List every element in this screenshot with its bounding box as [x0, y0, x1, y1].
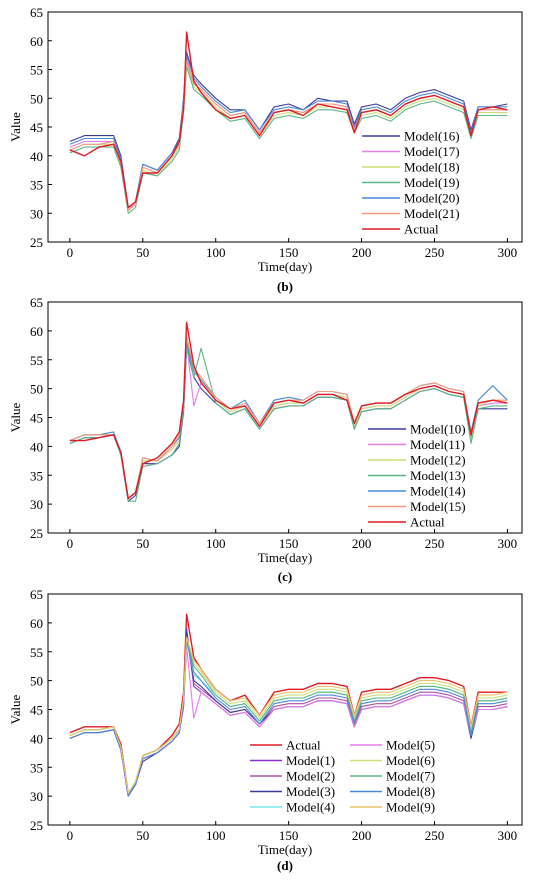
y-tick-label: 35 [30, 468, 43, 483]
series-line [69, 639, 508, 797]
legend-label: Model(21) [404, 206, 460, 221]
legend-label: Actual [410, 515, 445, 530]
chart-panel: 25 30 35 40 45 50 55 60 65 0 50 100 150 200 250 300 Time… [8, 5, 523, 294]
x-tick-label: 300 [498, 245, 518, 260]
x-tick-label: 250 [425, 828, 445, 843]
y-axis-label: Value [8, 694, 23, 724]
x-tick-label: 0 [67, 245, 74, 260]
y-tick-label: 45 [30, 703, 43, 718]
y-tick-label: 65 [30, 295, 43, 310]
y-tick-label: 65 [30, 5, 43, 20]
x-tick-label: 200 [352, 245, 372, 260]
legend-label: Model(8) [386, 784, 435, 799]
series-line [69, 344, 508, 502]
y-axis-label: Value [8, 112, 23, 142]
x-tick-label: 250 [425, 245, 445, 260]
y-tick-label: 55 [30, 63, 43, 78]
x-tick-label: 100 [206, 536, 226, 551]
x-axis-label: Time(day) [258, 842, 312, 857]
x-tick-label: 150 [279, 828, 299, 843]
x-tick-label: 200 [352, 828, 372, 843]
y-tick-label: 45 [30, 120, 43, 135]
legend-label: Model(9) [386, 800, 435, 815]
y-tick-label: 35 [30, 178, 43, 193]
legend-label: Actual [286, 738, 321, 753]
y-tick-label: 60 [30, 616, 43, 631]
x-tick-label: 0 [67, 536, 74, 551]
x-tick-label: 50 [136, 245, 149, 260]
y-tick-label: 25 [30, 235, 43, 250]
legend-label: Model(20) [404, 191, 460, 206]
legend-label: Model(17) [404, 144, 460, 159]
x-tick-label: 100 [206, 828, 226, 843]
panel-label: (c) [278, 569, 292, 584]
legend: Model(10)Model(11)Model(12)Model(13)Mode… [368, 422, 466, 530]
legend-label: Model(6) [386, 753, 435, 768]
x-tick-label: 50 [136, 828, 149, 843]
x-tick-label: 300 [498, 828, 518, 843]
legend-label: Model(11) [410, 437, 465, 452]
y-tick-label: 40 [30, 149, 43, 164]
y-tick-label: 65 [30, 587, 43, 602]
legend-label: Model(4) [286, 800, 335, 815]
legend-label: Model(19) [404, 175, 460, 190]
legend-label: Model(16) [404, 129, 460, 144]
x-tick-label: 50 [136, 536, 149, 551]
y-tick-label: 45 [30, 411, 43, 426]
series-line [69, 636, 508, 794]
panel-label: (d) [277, 858, 293, 873]
legend-label: Model(15) [410, 499, 466, 514]
y-tick-label: 60 [30, 34, 43, 49]
legend-label: Actual [404, 222, 439, 237]
legend-label: Model(2) [286, 769, 335, 784]
legend: Model(16)Model(17)Model(18)Model(19)Mode… [362, 129, 460, 237]
x-tick-label: 200 [352, 536, 372, 551]
legend-label: Model(3) [286, 784, 335, 799]
x-tick-label: 0 [67, 828, 74, 843]
y-tick-label: 30 [30, 789, 43, 804]
x-tick-label: 100 [206, 245, 226, 260]
x-axis-label: Time(day) [258, 550, 312, 565]
legend-label: Model(5) [386, 738, 435, 753]
chart-panel: 25 30 35 40 45 50 55 60 65 0 50 100 150 200 250 300 Time… [8, 295, 523, 584]
x-tick-label: 150 [279, 245, 299, 260]
y-tick-label: 60 [30, 324, 43, 339]
legend-label: Model(1) [286, 753, 335, 768]
y-tick-label: 40 [30, 731, 43, 746]
y-tick-label: 25 [30, 818, 43, 833]
y-tick-label: 55 [30, 645, 43, 660]
x-tick-label: 300 [498, 536, 518, 551]
y-tick-label: 50 [30, 91, 43, 106]
legend-label: Model(14) [410, 484, 466, 499]
x-tick-label: 150 [279, 536, 299, 551]
y-tick-label: 35 [30, 760, 43, 775]
y-tick-label: 30 [30, 206, 43, 221]
y-tick-label: 40 [30, 439, 43, 454]
plot-frame [47, 593, 523, 826]
chart-panel: 25 30 35 40 45 50 55 60 65 0 50 100 150 200 250 300 Time… [8, 587, 523, 873]
y-tick-label: 50 [30, 674, 43, 689]
legend-label: Model(18) [404, 160, 460, 175]
panel-label: (b) [277, 279, 293, 294]
y-tick-label: 25 [30, 526, 43, 541]
series-line [69, 321, 508, 500]
y-tick-label: 55 [30, 353, 43, 368]
series-line [69, 31, 508, 209]
legend-label: Model(10) [410, 422, 466, 437]
legend-label: Model(12) [410, 453, 466, 468]
x-axis-label: Time(day) [258, 259, 312, 274]
y-axis-label: Value [8, 402, 23, 432]
x-tick-label: 250 [425, 536, 445, 551]
y-tick-label: 30 [30, 497, 43, 512]
series-line [69, 66, 508, 214]
y-tick-label: 50 [30, 382, 43, 397]
legend-label: Model(7) [386, 769, 435, 784]
legend-label: Model(13) [410, 468, 466, 483]
